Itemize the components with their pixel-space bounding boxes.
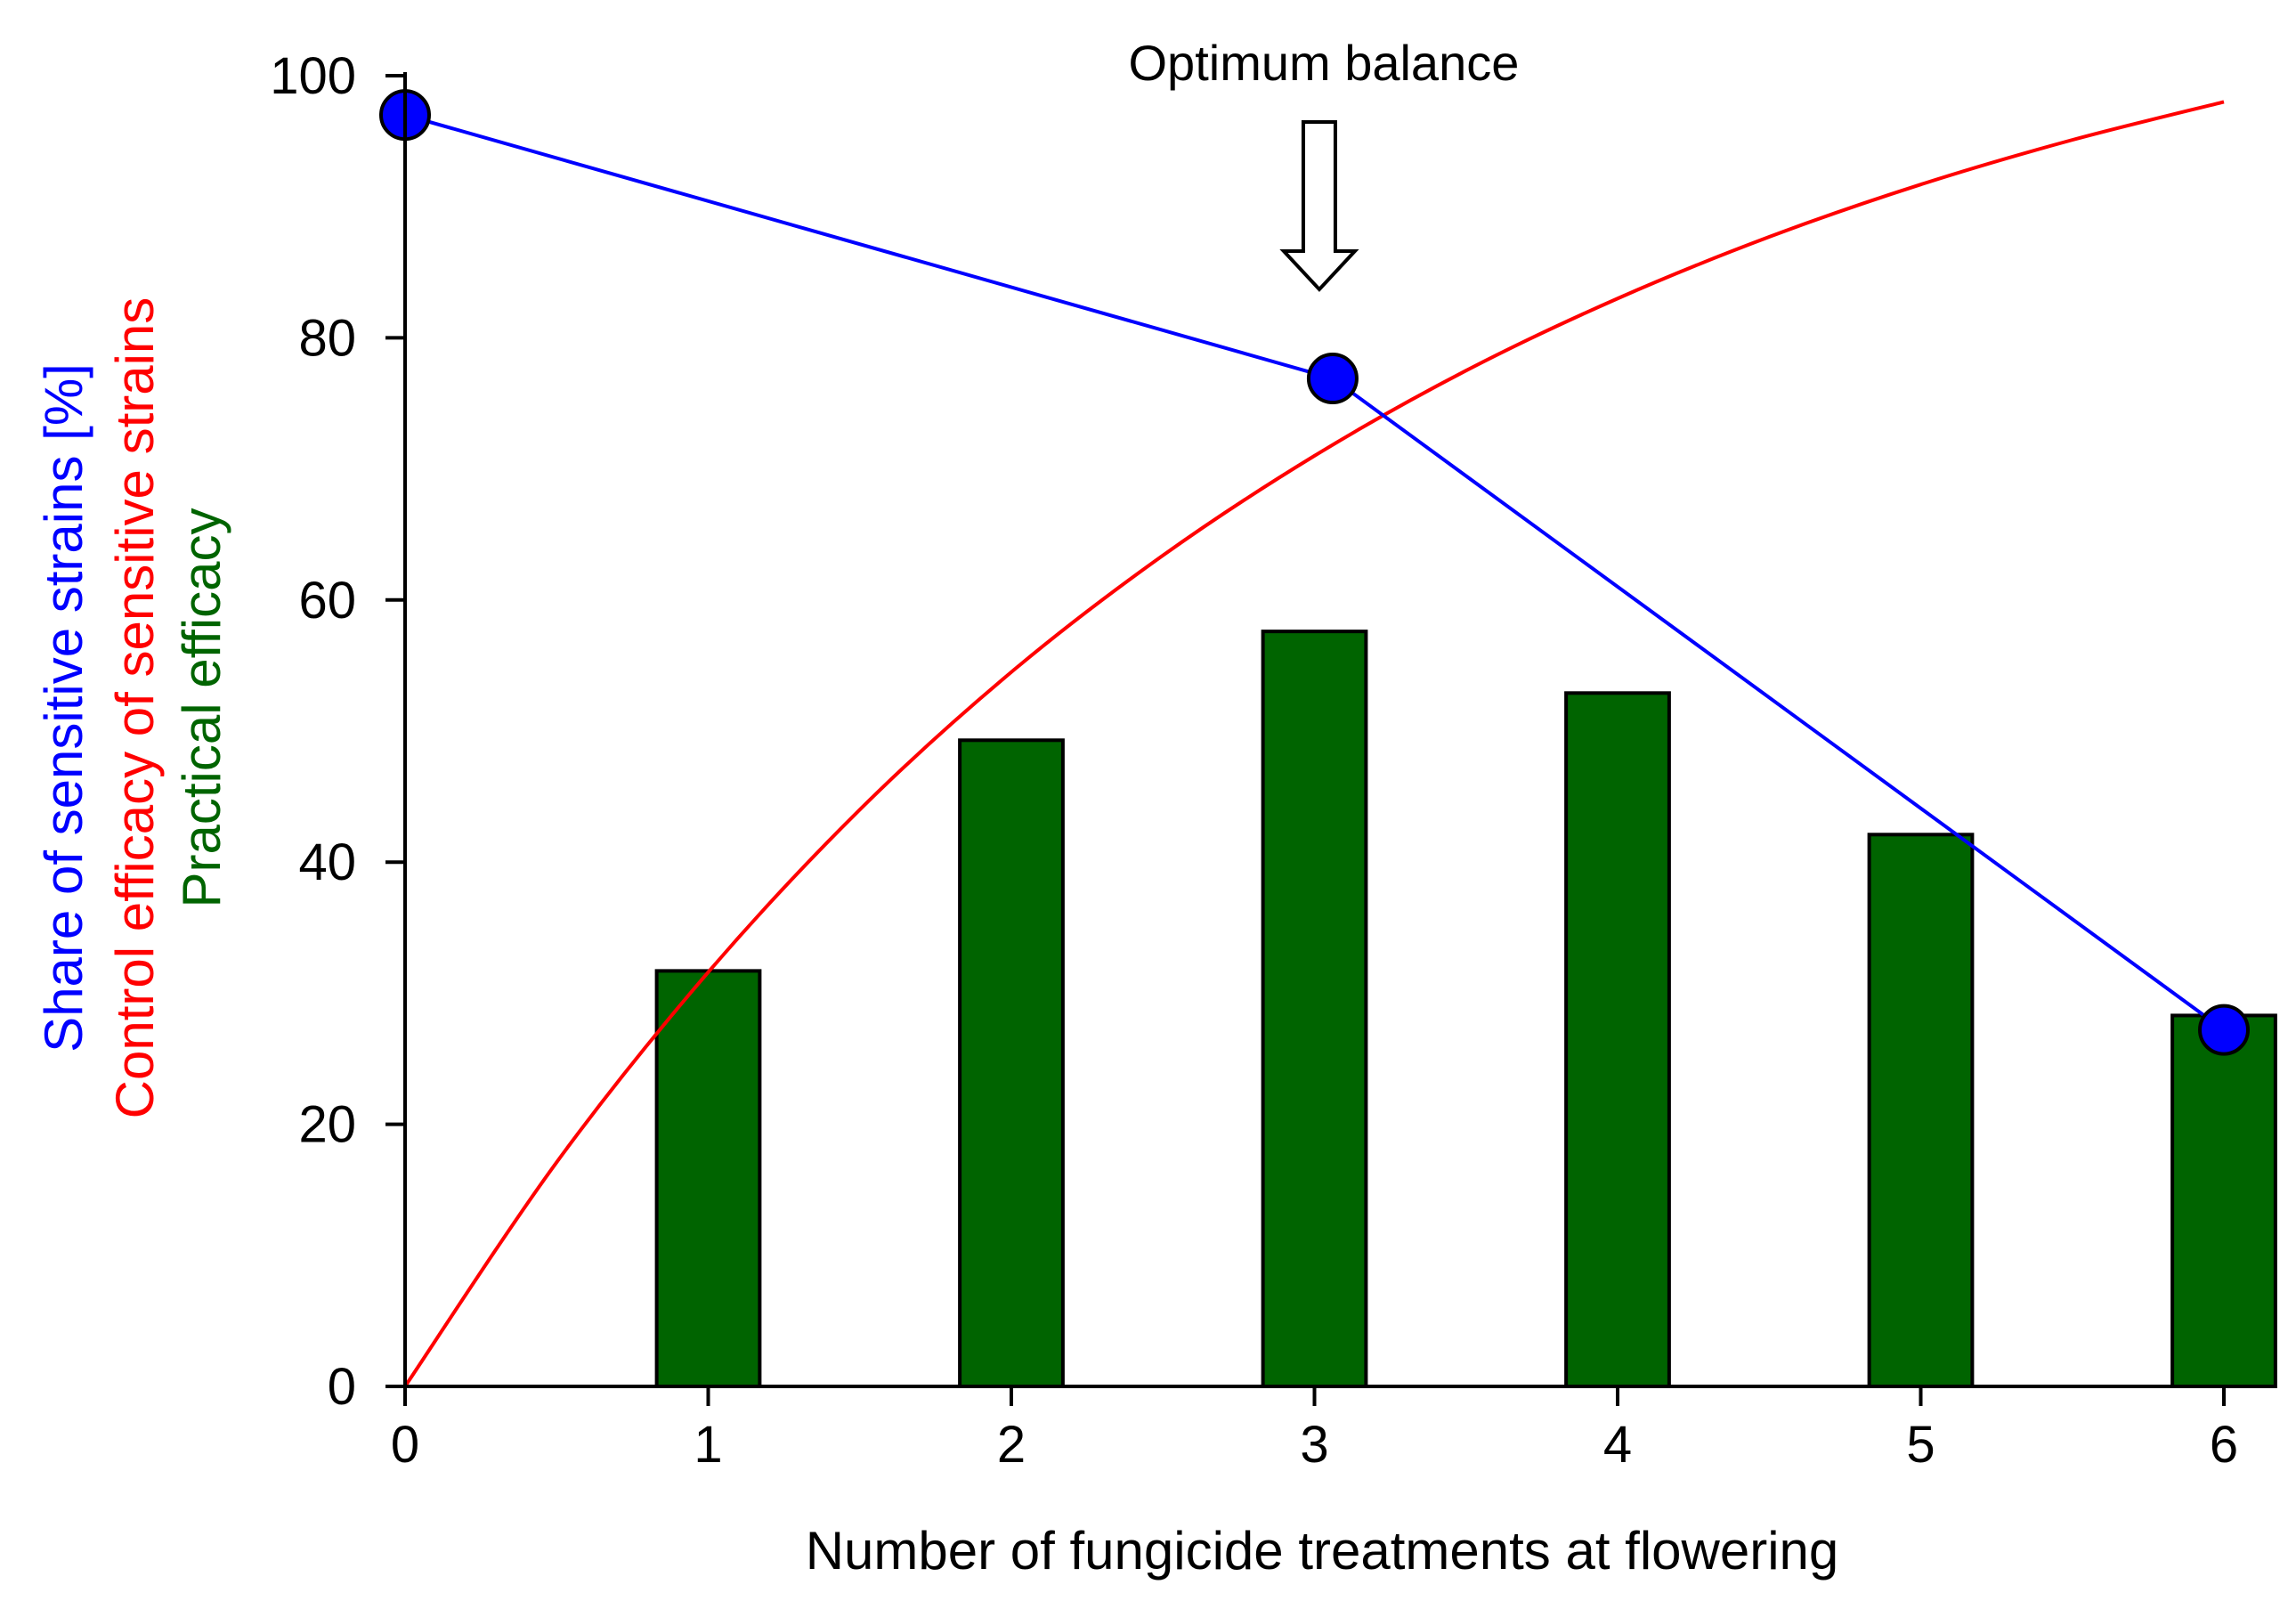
y-axis-title: Control efficacy of sensitive strains — [105, 297, 165, 1119]
x-tick-label: 0 — [391, 1416, 419, 1474]
x-tick-label: 6 — [2210, 1416, 2238, 1474]
control-efficacy-series — [403, 100, 2225, 1388]
x-tick-label: 1 — [694, 1416, 722, 1474]
axes — [403, 72, 2275, 1388]
optimum-annotation: Optimum balance — [1128, 35, 1519, 292]
x-tick-label: 5 — [1906, 1416, 1935, 1474]
bar — [1261, 630, 1368, 1388]
bar — [654, 969, 762, 1388]
y-axis-titles: Share of sensitive strains [%] Control ef… — [34, 297, 231, 1119]
bars-group — [654, 630, 2277, 1388]
bar — [1867, 833, 1975, 1388]
bar — [2170, 1013, 2277, 1388]
annotation-label: Optimum balance — [1128, 35, 1519, 91]
y-tick-label: 0 — [328, 1358, 356, 1416]
y-axis-title: Share of sensitive strains [%] — [34, 363, 93, 1052]
down-arrow-icon — [1279, 120, 1359, 292]
y-tick-label: 60 — [298, 572, 356, 630]
x-ticks: 0 1 2 3 4 5 6 — [391, 1386, 2238, 1474]
x-tick-label: 2 — [997, 1416, 1026, 1474]
bar — [958, 738, 1065, 1388]
y-tick-label: 20 — [298, 1096, 356, 1154]
share-sensitive-point — [1306, 353, 1359, 405]
y-tick-label: 80 — [298, 309, 356, 367]
y-tick-label: 100 — [270, 47, 356, 105]
share-sensitive-point — [2198, 1004, 2250, 1056]
bar — [1564, 691, 1671, 1388]
control-efficacy-line — [403, 100, 2225, 1388]
x-tick-label: 4 — [1603, 1416, 1632, 1474]
y-tick-label: 40 — [298, 833, 356, 891]
y-ticks: 0 20 40 60 80 100 — [270, 47, 405, 1416]
y-axis-title: Practical efficacy — [172, 508, 231, 907]
x-tick-label: 3 — [1300, 1416, 1328, 1474]
x-axis-title: Number of fungicide treatments at flower… — [806, 1521, 1839, 1581]
